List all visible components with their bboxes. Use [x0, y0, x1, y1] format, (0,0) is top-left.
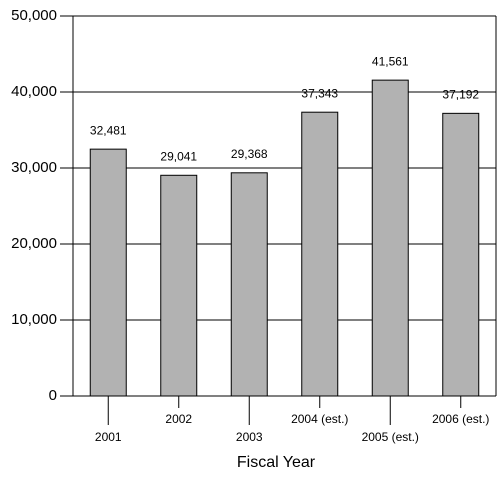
value-label: 29,368: [231, 147, 268, 161]
x-tick-label: 2001: [95, 430, 122, 444]
bar: [442, 112, 480, 397]
value-label: 29,041: [160, 149, 197, 163]
value-label: 41,561: [372, 54, 409, 68]
bar: [160, 174, 198, 397]
y-tick-label: 0: [49, 387, 57, 404]
y-tick-label: 10,000: [11, 311, 57, 328]
bar: [230, 172, 268, 397]
x-tick-label: 2004 (est.): [291, 412, 348, 426]
y-tick-label: 20,000: [11, 235, 57, 252]
x-axis-title: Fiscal Year: [237, 454, 316, 471]
y-tick-label: 30,000: [11, 159, 57, 176]
bar: [371, 79, 409, 397]
bar: [301, 111, 339, 397]
value-label: 37,343: [301, 86, 338, 100]
y-tick-label: 50,000: [11, 7, 57, 24]
x-tick-label: 2002: [165, 412, 192, 426]
y-tick-label: 40,000: [11, 83, 57, 100]
value-label: 32,481: [90, 123, 127, 137]
x-tick-label: 2006 (est.): [432, 412, 489, 426]
x-tick-label: 2005 (est.): [362, 430, 419, 444]
bar: [89, 148, 127, 397]
value-label: 37,192: [442, 88, 479, 102]
x-tick-label: 2003: [236, 430, 263, 444]
